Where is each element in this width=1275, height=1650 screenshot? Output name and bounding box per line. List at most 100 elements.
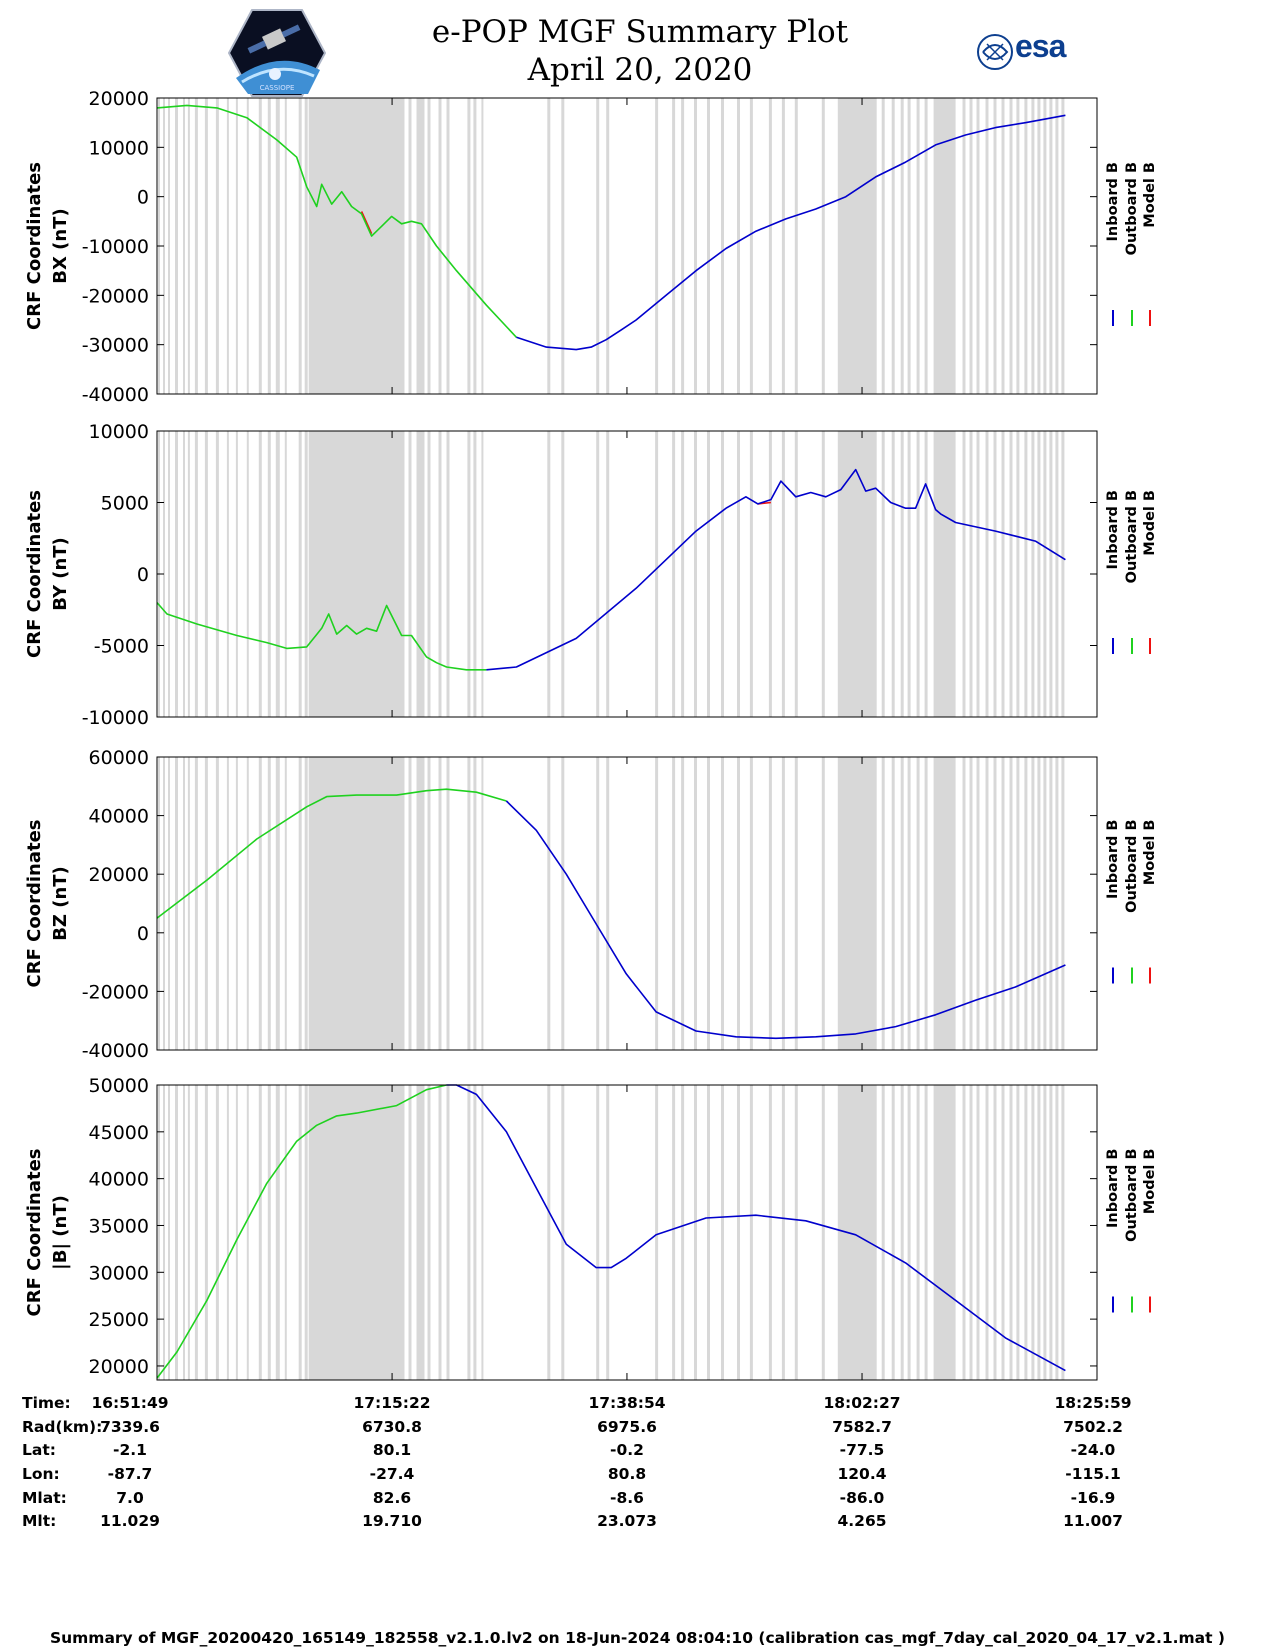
info-row-label: Time: — [22, 1394, 71, 1412]
shade-band — [467, 431, 471, 717]
legend-label: Inboard B — [1105, 820, 1121, 899]
y-tick-label: 5000 — [101, 493, 149, 515]
shade-band — [655, 431, 659, 717]
shade-band — [235, 757, 238, 1050]
shade-band — [681, 431, 685, 717]
shade-band — [235, 431, 238, 717]
shade-band — [427, 431, 431, 717]
shade-band — [976, 98, 980, 394]
y-tick-label: -10000 — [82, 707, 149, 729]
shade-band — [993, 431, 997, 717]
shade-band — [794, 431, 798, 717]
series-line-inboard-b — [486, 468, 1066, 671]
shade-band — [1061, 431, 1065, 717]
y-tick-label: -30000 — [82, 335, 149, 357]
shade-band — [204, 431, 208, 717]
y-axis-label: CRF Coordinates — [24, 162, 45, 330]
shade-band — [962, 1085, 966, 1380]
series-line-outboard-b — [156, 104, 517, 338]
shade-band — [158, 1085, 160, 1380]
shade-band — [900, 1085, 904, 1380]
shade-band — [308, 98, 405, 394]
y-tick-label: 40000 — [89, 1169, 149, 1191]
shade-band — [596, 431, 600, 717]
legend-label: Inboard B — [1105, 162, 1121, 241]
info-cell: 11.007 — [1063, 1512, 1123, 1530]
shade-band — [168, 757, 170, 1050]
y-tick-label: 45000 — [89, 1122, 149, 1144]
shade-band — [1001, 1085, 1005, 1380]
shade-band — [881, 431, 885, 717]
shade-band — [267, 757, 271, 1050]
shade-band — [304, 431, 308, 717]
shade-band — [924, 98, 928, 394]
shade-band — [194, 98, 198, 394]
shade-band — [427, 98, 431, 394]
shade-band — [881, 98, 885, 394]
shade-band — [308, 757, 405, 1050]
shade-band — [1016, 1085, 1020, 1380]
shade-band — [976, 431, 980, 717]
legend-label: Outboard B — [1124, 1149, 1140, 1242]
info-cell: 17:38:54 — [588, 1394, 666, 1412]
info-row-label: Mlat: — [22, 1489, 67, 1507]
shade-band — [481, 1085, 484, 1380]
shade-band — [821, 98, 825, 394]
shade-band — [655, 757, 659, 1050]
shade-band — [246, 98, 249, 394]
shade-band — [427, 1085, 431, 1380]
shade-band — [694, 1085, 697, 1380]
series-line-outboard-b — [156, 788, 507, 919]
shade-band — [158, 757, 160, 1050]
shade-band — [672, 757, 676, 1050]
legend-label: Model B — [1142, 162, 1158, 228]
shade-band — [275, 431, 280, 717]
series-line-inboard-b — [446, 1084, 1066, 1372]
y-tick-label: -20000 — [82, 981, 149, 1003]
shade-band — [304, 757, 308, 1050]
shade-band — [1016, 431, 1020, 717]
shade-band — [1031, 431, 1035, 717]
shade-band — [446, 1085, 450, 1380]
shade-band — [655, 98, 659, 394]
y-tick-label: 25000 — [89, 1309, 149, 1331]
series-line-outboard-b — [156, 602, 487, 671]
shade-band — [408, 431, 412, 717]
shade-band — [308, 431, 405, 717]
shade-band — [275, 1085, 280, 1380]
shade-band — [183, 1085, 185, 1380]
shade-band — [438, 98, 442, 394]
shade-band — [900, 98, 904, 394]
info-cell: -86.0 — [839, 1489, 885, 1507]
info-cell: 80.8 — [607, 1465, 647, 1483]
shade-band — [837, 1085, 877, 1380]
info-cell: 19.710 — [362, 1512, 422, 1530]
shade-band — [258, 757, 262, 1050]
shade-band — [204, 98, 208, 394]
shade-band — [821, 1085, 825, 1380]
y-tick-label: 20000 — [89, 1356, 149, 1378]
y-tick-label: -20000 — [82, 285, 149, 307]
y-tick-label: 10000 — [89, 421, 149, 443]
shade-band — [561, 98, 565, 394]
info-cell: -16.9 — [1070, 1489, 1116, 1507]
shade-band — [416, 1085, 425, 1380]
cassiope-mission-logo: CASSIOPE — [228, 9, 326, 97]
legend-label: Model B — [1142, 490, 1158, 556]
shade-band — [781, 757, 785, 1050]
shade-band — [707, 431, 710, 717]
y-tick-label: 0 — [137, 923, 149, 945]
y-tick-label: 20000 — [89, 88, 149, 110]
shade-band — [1001, 98, 1005, 394]
shade-band — [681, 1085, 685, 1380]
shade-band — [837, 431, 877, 717]
shade-band — [235, 1085, 238, 1380]
shade-band — [246, 757, 249, 1050]
shade-band — [246, 1085, 249, 1380]
info-cell: -8.6 — [610, 1489, 644, 1507]
shade-band — [1031, 1085, 1035, 1380]
shade-band — [969, 98, 973, 394]
shade-band — [1009, 431, 1013, 717]
shade-band — [1055, 757, 1059, 1050]
shade-band — [907, 1085, 911, 1380]
